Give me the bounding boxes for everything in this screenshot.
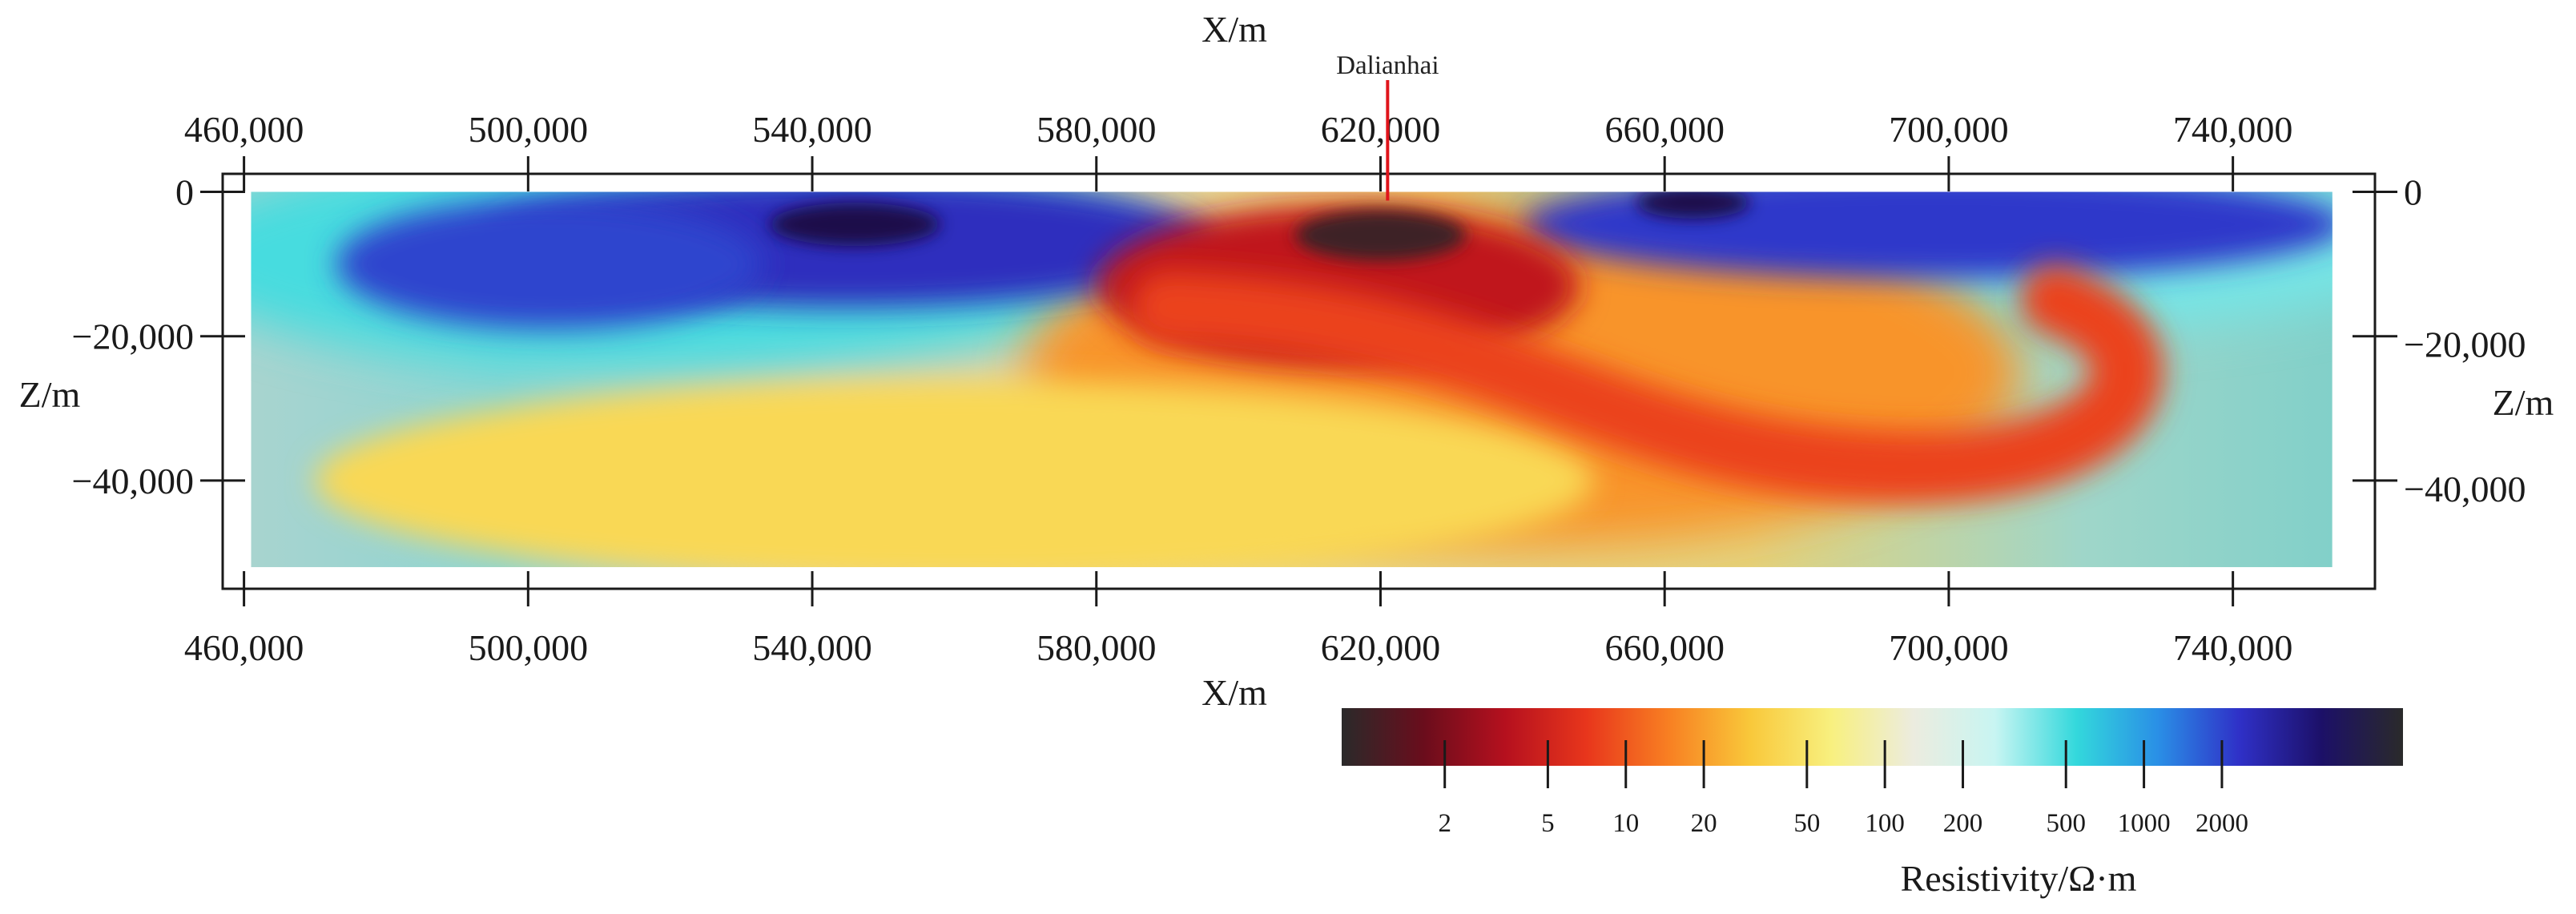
x-tick-label-top: 620,000 bbox=[1321, 109, 1441, 150]
x-tick-label-bottom: 740,000 bbox=[2173, 627, 2293, 668]
x-axis-title-top: X/m bbox=[1201, 9, 1267, 50]
colorbar: Resistivity/Ω·m 2 5 10 20 50 100 200 500 1000 200… bbox=[1342, 708, 2403, 899]
x-tick-label-bottom: 580,000 bbox=[1036, 627, 1157, 668]
x-tick-label-top: 740,000 bbox=[2173, 109, 2293, 150]
y-tick-label-right: 0 bbox=[2404, 172, 2422, 213]
x-tick-label-top: 500,000 bbox=[469, 109, 589, 150]
colorbar-tick-label: 1000 bbox=[2118, 809, 2171, 838]
x-tick-label-top: 700,000 bbox=[1889, 109, 2009, 150]
y-tick-label-left: 0 bbox=[175, 172, 194, 213]
axes: 460,000 460,000 500,000 500,000 540,000 540,0… bbox=[72, 109, 2526, 668]
plot-frame bbox=[221, 172, 2377, 590]
colorbar-tick-label: 20 bbox=[1691, 809, 1717, 838]
x-tick-label-bottom: 620,000 bbox=[1321, 627, 1441, 668]
colorbar-title: Resistivity/Ω·m bbox=[1901, 858, 2137, 899]
colorbar-tick-label: 100 bbox=[1865, 809, 1905, 838]
x-tick-label-top: 540,000 bbox=[752, 109, 872, 150]
colorbar-tick-label: 50 bbox=[1793, 809, 1820, 838]
resistivity-anomaly bbox=[1295, 210, 1466, 261]
colorbar-tick-label: 2000 bbox=[2196, 809, 2248, 838]
y-axis-title-right: Z/m bbox=[2493, 382, 2554, 423]
resistivity-anomaly bbox=[315, 379, 1594, 567]
x-tick-label-bottom: 540,000 bbox=[752, 627, 872, 668]
colorbar-tick-label: 500 bbox=[2046, 809, 2086, 838]
y-tick-label-right: −40,000 bbox=[2404, 469, 2526, 509]
y-tick-label-left: −20,000 bbox=[72, 316, 194, 357]
colorbar-tick-label: 5 bbox=[1541, 809, 1555, 838]
x-axis-title-bottom: X/m bbox=[1201, 672, 1267, 713]
y-tick-label-right: −20,000 bbox=[2404, 324, 2526, 365]
x-tick-label-bottom: 460,000 bbox=[184, 627, 304, 668]
resistivity-anomaly bbox=[1131, 264, 2164, 504]
resistivity-anomaly bbox=[769, 203, 940, 247]
resistivity-anomaly bbox=[336, 199, 763, 329]
x-tick-label-bottom: 700,000 bbox=[1889, 627, 2009, 668]
well-marker-label: Dalianhai bbox=[1336, 51, 1439, 80]
resistivity-section bbox=[251, 191, 2332, 567]
x-tick-label-top: 660,000 bbox=[1604, 109, 1725, 150]
colorbar-tick-label: 2 bbox=[1438, 809, 1451, 838]
x-tick-label-bottom: 500,000 bbox=[469, 627, 589, 668]
y-tick-label-left: −40,000 bbox=[72, 461, 194, 501]
colorbar-gradient bbox=[1342, 708, 2403, 766]
annotations: Dalianhai bbox=[1336, 51, 1439, 201]
colorbar-tick-label: 200 bbox=[1943, 809, 1983, 838]
x-tick-label-bottom: 660,000 bbox=[1604, 627, 1725, 668]
x-tick-label-top: 580,000 bbox=[1036, 109, 1157, 150]
colorbar-tick-label: 10 bbox=[1612, 809, 1639, 838]
y-axis-title-left: Z/m bbox=[19, 374, 81, 415]
x-tick-label-top: 460,000 bbox=[184, 109, 304, 150]
resistivity-anomaly bbox=[1522, 191, 2332, 279]
resistivity-anomaly bbox=[1636, 191, 1750, 219]
